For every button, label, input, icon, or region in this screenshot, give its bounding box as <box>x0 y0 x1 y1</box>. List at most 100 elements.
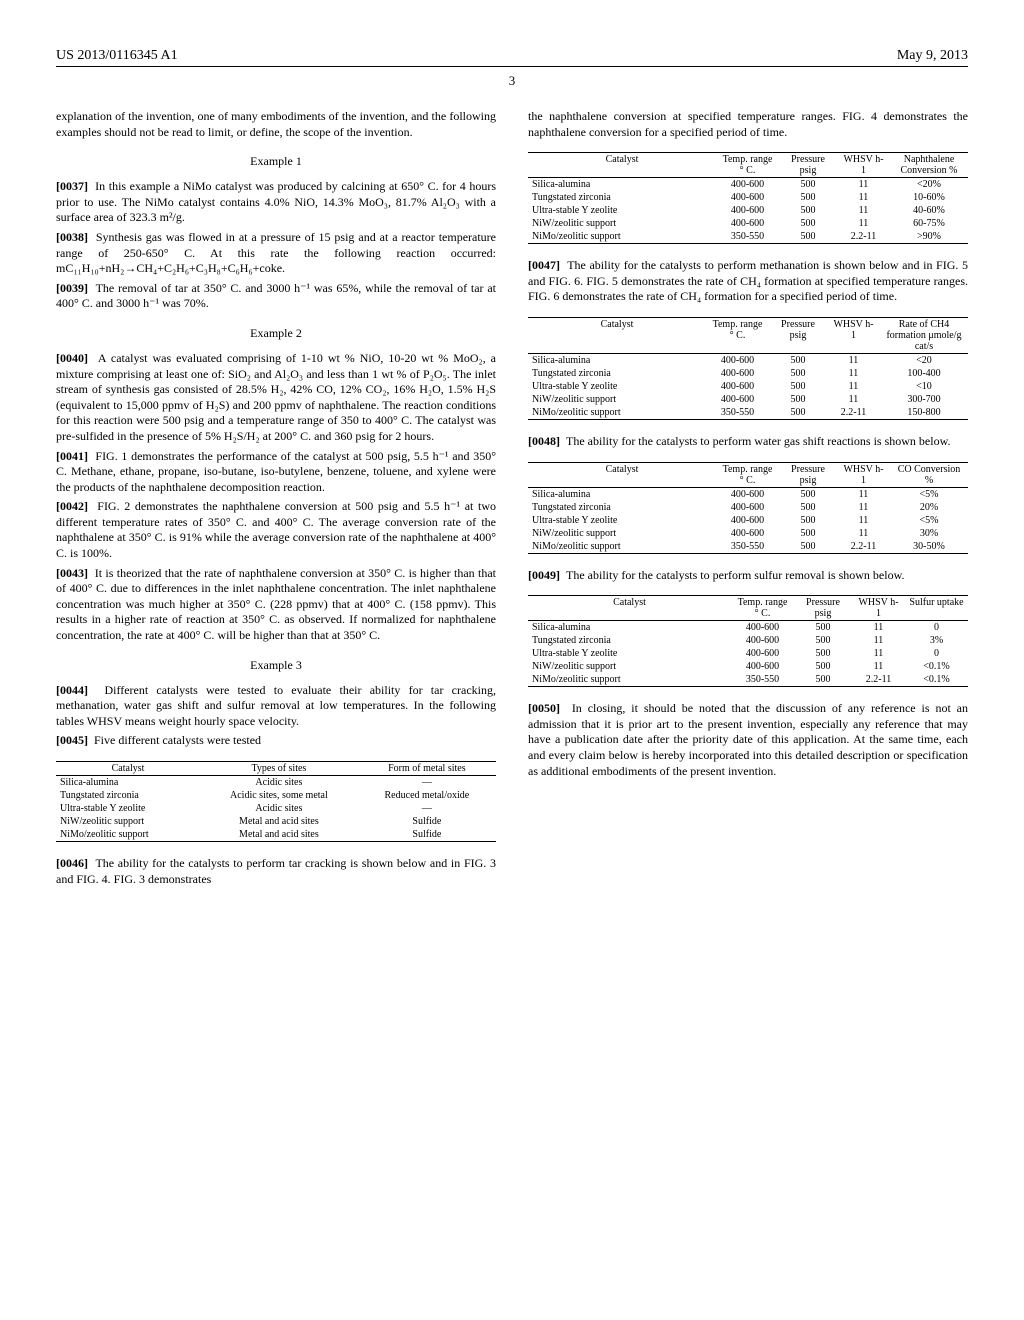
page-number: 3 <box>56 73 968 89</box>
para-num-0042: [0042] <box>56 499 88 513</box>
table-row: Ultra-stable Y zeolite400-60050011<5% <box>528 514 968 527</box>
table-row: Tungstated zirconia400-60050011100-400 <box>528 367 968 380</box>
paragraph-0050: [0050] In closing, it should be noted th… <box>528 701 968 779</box>
table-row: Ultra-stable Y zeoliteAcidic sites— <box>56 802 496 815</box>
para-num-0048: [0048] <box>528 434 560 448</box>
para-num-0050: [0050] <box>528 701 560 715</box>
table-row: NiW/zeolitic support400-60050011<0.1% <box>528 660 968 673</box>
para-text-0044: Different catalysts were tested to evalu… <box>56 683 496 728</box>
paragraph-0040: [0040] A catalyst was evaluated comprisi… <box>56 351 496 445</box>
table5-header-0: Catalyst <box>528 596 731 621</box>
paragraph-0045: [0045] Five different catalysts were tes… <box>56 733 496 749</box>
table2-header-0: Catalyst <box>528 153 716 178</box>
table4-header-3: WHSV h-1 <box>837 462 890 487</box>
paragraph-0048: [0048] The ability for the catalysts to … <box>528 434 968 450</box>
para-num-0046: [0046] <box>56 856 88 870</box>
paragraph-0049: [0049] The ability for the catalysts to … <box>528 568 968 584</box>
example-3-heading: Example 3 <box>56 658 496 673</box>
table2-header-4: Naphthalene Conversion % <box>890 153 968 178</box>
catalyst-types-table: Catalyst Types of sites Form of metal si… <box>56 761 496 842</box>
para-text-0050: In closing, it should be noted that the … <box>528 701 968 777</box>
table-row: Silica-alumina400-60050011<20% <box>528 178 968 192</box>
table-row: Ultra-stable Y zeolite400-600500110 <box>528 647 968 660</box>
co-conversion-table: Catalyst Temp. range ° C. Pressure psig … <box>528 462 968 554</box>
table5-header-2: Pressure psig <box>794 596 852 621</box>
table-row: NiMo/zeolitic support350-5505002.2-11150… <box>528 406 968 420</box>
para-num-0045: [0045] <box>56 733 88 747</box>
header-publication-number: US 2013/0116345 A1 <box>56 48 178 64</box>
table5-header-3: WHSV h-1 <box>852 596 905 621</box>
table2-header-3: WHSV h-1 <box>837 153 890 178</box>
header-date: May 9, 2013 <box>897 48 968 64</box>
paragraph-0039: [0039] The removal of tar at 350° C. and… <box>56 281 496 312</box>
table2-header-2: Pressure psig <box>779 153 837 178</box>
table1-header-types: Types of sites <box>200 762 358 776</box>
table-row: Silica-alumina400-60050011<5% <box>528 487 968 501</box>
table-row: NiMo/zeolitic support350-5505002.2-11>90… <box>528 230 968 244</box>
table-row: NiMo/zeolitic support350-5505002.2-1130-… <box>528 540 968 554</box>
table-row: Tungstated zirconia400-6005001110-60% <box>528 191 968 204</box>
two-column-layout: explanation of the invention, one of man… <box>56 109 968 891</box>
sulfur-uptake-table: Catalyst Temp. range ° C. Pressure psig … <box>528 595 968 687</box>
para-num-0047: [0047] <box>528 258 560 272</box>
para-text-0037: In this example a NiMo catalyst was prod… <box>56 179 496 224</box>
para-num-0041: [0041] <box>56 449 88 463</box>
table-row: Ultra-stable Y zeolite400-60050011<10 <box>528 380 968 393</box>
left-column: explanation of the invention, one of man… <box>56 109 496 891</box>
table3-header-1: Temp. range ° C. <box>706 317 769 353</box>
table-row: Tungstated zirconia400-600500113% <box>528 634 968 647</box>
table3-header-4: Rate of CH4 formation μmole/g cat/s <box>880 317 968 353</box>
para-text-0043: It is theorized that the rate of naphtha… <box>56 566 496 642</box>
paragraph-0042: [0042] FIG. 2 demonstrates the naphthale… <box>56 499 496 561</box>
table-row: Silica-aluminaAcidic sites— <box>56 776 496 790</box>
para-text-0045: Five different catalysts were tested <box>94 733 261 747</box>
continuation-paragraph: the naphthalene conversion at specified … <box>528 109 968 140</box>
paragraph-0043: [0043] It is theorized that the rate of … <box>56 566 496 644</box>
paragraph-0037: [0037] In this example a NiMo catalyst w… <box>56 179 496 226</box>
para-text-0048: The ability for the catalysts to perform… <box>566 434 950 448</box>
table-row: NiW/zeolitic support400-6005001130% <box>528 527 968 540</box>
example-1-heading: Example 1 <box>56 154 496 169</box>
table-row: Tungstated zirconiaAcidic sites, some me… <box>56 789 496 802</box>
table4-header-1: Temp. range ° C. <box>716 462 779 487</box>
para-text-0038: Synthesis gas was flowed in at a pressur… <box>56 230 496 275</box>
table1-header-form: Form of metal sites <box>358 762 496 776</box>
table4-header-4: CO Conversion % <box>890 462 968 487</box>
para-num-0040: [0040] <box>56 351 88 365</box>
table-row: Silica-alumina400-60050011<20 <box>528 353 968 367</box>
paragraph-0044: [0044] Different catalysts were tested t… <box>56 683 496 730</box>
table4-header-2: Pressure psig <box>779 462 837 487</box>
para-num-0043: [0043] <box>56 566 88 580</box>
table-row: Ultra-stable Y zeolite400-6005001140-60% <box>528 204 968 217</box>
para-text-0046: The ability for the catalysts to perform… <box>56 856 496 886</box>
table-row: Tungstated zirconia400-6005001120% <box>528 501 968 514</box>
para-text-0049: The ability for the catalysts to perform… <box>566 568 904 582</box>
paragraph-0046: [0046] The ability for the catalysts to … <box>56 856 496 887</box>
page-header: US 2013/0116345 A1 May 9, 2013 <box>56 48 968 67</box>
para-num-0037: [0037] <box>56 179 88 193</box>
paragraph-0038: [0038] Synthesis gas was flowed in at a … <box>56 230 496 277</box>
intro-paragraph: explanation of the invention, one of man… <box>56 109 496 140</box>
para-num-0039: [0039] <box>56 281 88 295</box>
ch4-formation-table: Catalyst Temp. range ° C. Pressure psig … <box>528 317 968 420</box>
table3-header-0: Catalyst <box>528 317 706 353</box>
para-text-0040: A catalyst was evaluated comprising of 1… <box>56 351 496 443</box>
table3-header-2: Pressure psig <box>769 317 827 353</box>
para-num-0049: [0049] <box>528 568 560 582</box>
paragraph-0047: [0047] The ability for the catalysts to … <box>528 258 968 305</box>
para-text-0042: FIG. 2 demonstrates the naphthalene conv… <box>56 499 496 560</box>
table-row: NiW/zeolitic support400-60050011300-700 <box>528 393 968 406</box>
para-text-0041: FIG. 1 demonstrates the performance of t… <box>56 449 496 494</box>
table4-header-0: Catalyst <box>528 462 716 487</box>
table2-header-1: Temp. range ° C. <box>716 153 779 178</box>
table-row: NiMo/zeolitic support350-5505002.2-11<0.… <box>528 673 968 687</box>
naphthalene-conversion-table: Catalyst Temp. range ° C. Pressure psig … <box>528 152 968 244</box>
table3-header-3: WHSV h-1 <box>827 317 880 353</box>
table5-header-4: Sulfur uptake <box>905 596 968 621</box>
table-row: Silica-alumina400-600500110 <box>528 621 968 635</box>
table-row: NiW/zeolitic supportMetal and acid sites… <box>56 815 496 828</box>
table1-header-catalyst: Catalyst <box>56 762 200 776</box>
right-column: the naphthalene conversion at specified … <box>528 109 968 891</box>
paragraph-0041: [0041] FIG. 1 demonstrates the performan… <box>56 449 496 496</box>
table-row: NiW/zeolitic support400-6005001160-75% <box>528 217 968 230</box>
